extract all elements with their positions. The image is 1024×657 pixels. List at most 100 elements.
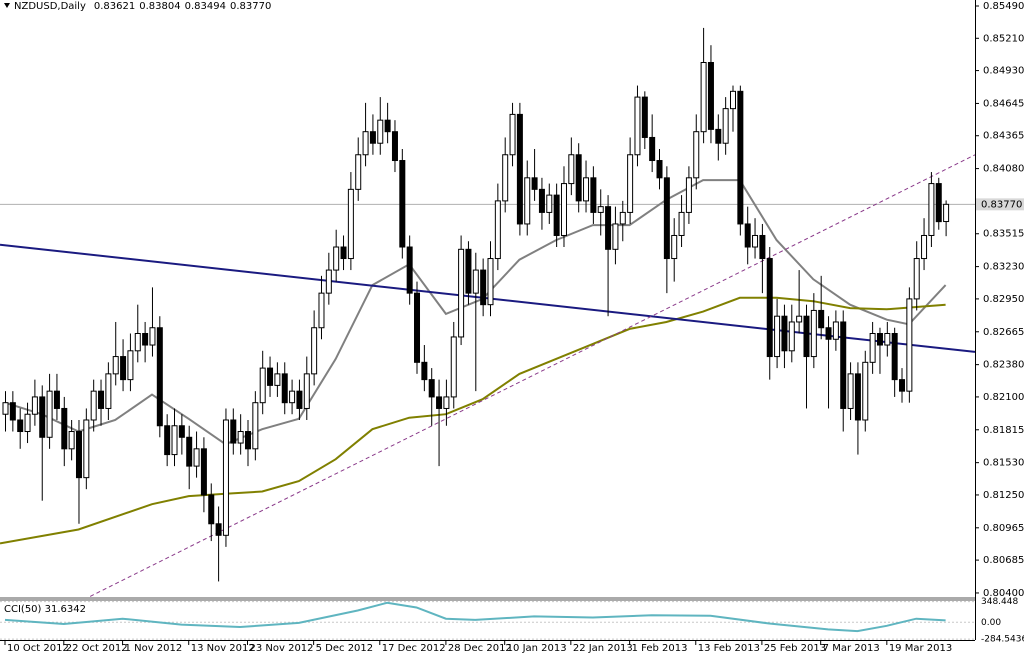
candle-body <box>296 390 303 409</box>
candle-body <box>597 206 604 213</box>
cci-label: CCI(50) 31.6342 <box>4 604 86 615</box>
candle-body <box>656 160 663 179</box>
candle-body <box>641 96 648 138</box>
candle-body <box>333 246 340 271</box>
candle-body <box>355 154 362 190</box>
candle-body <box>406 246 413 294</box>
candle-body <box>134 332 141 352</box>
candle-body <box>450 336 457 398</box>
y-tick-label: 0.80685 <box>983 555 1024 566</box>
x-tick-label: 10 Oct 2012 <box>7 643 69 654</box>
ohlc-label: 0.83621 <box>94 1 135 12</box>
candle-body <box>414 292 421 363</box>
cci-tick-label: 0.00 <box>981 618 1001 628</box>
candle-body <box>105 373 112 409</box>
y-tick-label: 0.81815 <box>983 425 1024 436</box>
candle-body <box>685 177 692 213</box>
candle-body <box>921 234 928 260</box>
candle-body <box>744 223 751 248</box>
candle-body <box>796 315 803 323</box>
candle-body <box>458 248 465 338</box>
y-tick-label: 0.83515 <box>983 229 1024 240</box>
candle-body <box>869 332 876 363</box>
ohlc-label: 0.83494 <box>185 1 226 12</box>
candle-body <box>759 234 766 260</box>
candle-body <box>509 113 516 156</box>
candle-body <box>208 494 215 525</box>
candle-body <box>612 223 619 250</box>
candle-body <box>583 177 590 202</box>
candle-body <box>928 183 935 236</box>
candle-body <box>164 425 171 456</box>
candle-body <box>480 269 487 306</box>
candle-body <box>524 177 531 225</box>
candle-body <box>193 448 200 467</box>
x-tick-label: 28 Dec 2012 <box>448 643 512 654</box>
candle-body <box>53 390 60 409</box>
candle-body <box>186 436 193 467</box>
candle-body <box>281 373 288 404</box>
candle-body <box>899 379 906 392</box>
candle-body <box>729 90 736 110</box>
candle-body <box>237 431 244 444</box>
candle-body <box>31 396 38 415</box>
candle-body <box>494 200 501 260</box>
y-tick-label: 0.82950 <box>983 294 1024 305</box>
candle-body <box>68 431 75 450</box>
candle-body <box>443 396 450 409</box>
candle-body <box>259 367 266 404</box>
x-tick-label: 22 Jan 2013 <box>573 643 633 654</box>
candle-body <box>487 258 494 306</box>
price-pane <box>0 27 975 597</box>
ohlc-label: 0.83770 <box>230 1 271 12</box>
candle-body <box>244 431 251 450</box>
candle-body <box>840 321 847 409</box>
y-tick-label: 0.85210 <box>983 33 1024 44</box>
candle-body <box>722 108 729 144</box>
line-series <box>4 601 946 633</box>
y-tick-label: 0.85490 <box>983 1 1024 12</box>
candle-body <box>568 154 575 185</box>
candle-body <box>913 258 920 300</box>
candle-body <box>832 321 839 340</box>
x-tick-label: 5 Dec 2012 <box>316 643 374 654</box>
candle-body <box>502 154 509 202</box>
candle-body <box>347 188 354 260</box>
candle-body <box>156 327 163 427</box>
candle-body <box>274 373 281 386</box>
candle-body <box>943 203 950 223</box>
candle-body <box>575 154 582 202</box>
candle-body <box>2 402 9 415</box>
candle-body <box>215 523 222 536</box>
candle-body <box>9 402 16 421</box>
candle-body <box>818 309 825 329</box>
candle-body <box>788 321 795 352</box>
candle-body <box>112 356 119 375</box>
last-price-box <box>976 198 1024 211</box>
candle-body <box>377 119 384 144</box>
candle-body <box>127 350 134 381</box>
chart-title: NZDUSD,Daily 0.83621 0.83804 0.83494 0.83770 <box>14 1 271 12</box>
candle-body <box>678 211 685 236</box>
candle-body <box>24 413 31 433</box>
y-tick-label: 0.84645 <box>983 98 1024 109</box>
last-price-label: 0.83770 <box>981 199 1022 210</box>
line-series <box>89 154 975 597</box>
candle-body <box>546 194 553 213</box>
candle-body <box>854 373 861 421</box>
candle-body <box>465 248 472 294</box>
y-tick-label: 0.81530 <box>983 458 1024 469</box>
candle-body <box>935 183 942 223</box>
candle-body <box>766 258 773 358</box>
candle-body <box>369 131 376 144</box>
candle-body <box>178 425 185 438</box>
y-tick-label: 0.84365 <box>983 131 1024 142</box>
y-tick-label: 0.82380 <box>983 360 1024 371</box>
candle-body <box>810 309 817 358</box>
candle-body <box>46 390 53 438</box>
candle-body <box>553 194 560 236</box>
y-tick-label: 0.82100 <box>983 392 1024 403</box>
candle-body <box>590 177 597 213</box>
x-tick-label: 1 Nov 2012 <box>125 643 183 654</box>
